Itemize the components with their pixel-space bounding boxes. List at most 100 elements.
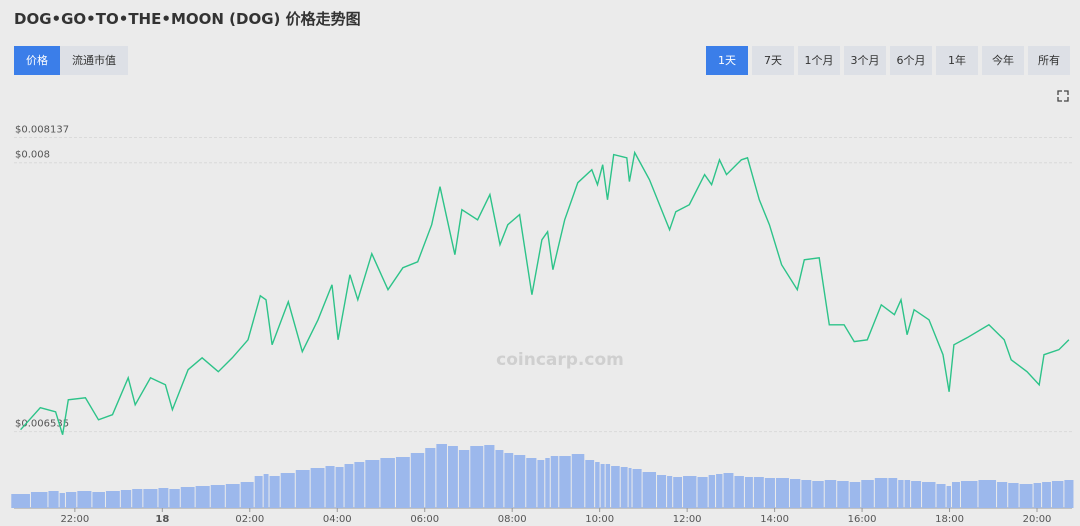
- range-group: 1天 7天 1个月 3个月 6个月 1年 今年 所有: [706, 46, 1074, 75]
- volume-bar: [335, 467, 344, 508]
- volume-bar: [600, 464, 605, 508]
- volume-bar: [470, 446, 484, 508]
- volume-bar: [683, 476, 697, 508]
- x-tick-label: 20:00: [1023, 514, 1052, 525]
- volume-bar: [936, 484, 946, 508]
- volume-bar: [775, 478, 789, 508]
- volume-bar: [697, 477, 708, 508]
- volume-bar: [65, 492, 77, 508]
- volume-bar: [395, 457, 410, 508]
- x-tick-label: 16:00: [848, 514, 877, 525]
- volume-bar: [365, 460, 380, 508]
- fullscreen-icon[interactable]: [1057, 90, 1069, 102]
- volume-bar: [550, 456, 559, 508]
- volume-bar: [734, 476, 744, 508]
- volume-bar: [48, 491, 59, 508]
- volume-bar: [611, 466, 620, 508]
- volume-bar: [180, 487, 195, 508]
- volume-bar: [158, 488, 169, 508]
- volume-bar: [1064, 480, 1074, 508]
- watermark: coincarp.com: [496, 350, 624, 370]
- y-tick-label: $0.008137: [15, 125, 69, 136]
- volume-bar: [708, 475, 716, 508]
- volume-bar: [447, 446, 458, 508]
- volume-bar: [380, 458, 395, 508]
- volume-bar: [978, 480, 997, 508]
- volume-bar: [673, 477, 683, 508]
- volume-bar: [169, 489, 180, 508]
- tab-button[interactable]: 今年: [982, 46, 1024, 75]
- volume-bar: [632, 469, 642, 508]
- volume-bar: [344, 464, 354, 508]
- tab-button[interactable]: 3个月: [844, 46, 886, 75]
- volume-bar: [764, 478, 775, 508]
- tab-button[interactable]: 1年: [936, 46, 978, 75]
- volume-bar: [269, 476, 280, 508]
- volume-bar: [410, 453, 425, 508]
- x-tick-label: 12:00: [673, 514, 702, 525]
- tab-button[interactable]: 流通市值: [60, 46, 128, 75]
- volume-bar: [753, 477, 764, 508]
- volume-bar: [495, 450, 504, 508]
- x-tick-label: 02:00: [235, 514, 264, 525]
- x-tick-label: 14:00: [760, 514, 789, 525]
- volume-bar: [263, 474, 269, 508]
- volume-bar: [874, 478, 888, 508]
- volume-bar: [254, 476, 263, 508]
- volume-bar: [595, 462, 600, 508]
- volume-bar: [545, 458, 550, 508]
- volume-bar: [801, 480, 812, 508]
- y-tick-label: $0.006535: [15, 419, 69, 430]
- volume-bar: [504, 453, 514, 508]
- volume-bar: [911, 481, 922, 508]
- tab-group: 价格 流通市值: [14, 46, 128, 75]
- tab-button[interactable]: 7天: [752, 46, 794, 75]
- title: DOG•GO•TO•THE•MOON (DOG) 价格走势图: [14, 10, 361, 28]
- price-line: [20, 150, 1070, 435]
- volume-bar: [11, 494, 30, 508]
- volume-bar: [295, 470, 310, 508]
- volume-bar: [325, 466, 335, 508]
- y-tick-label: $0.008: [15, 150, 50, 161]
- volume-bar: [1051, 481, 1064, 508]
- volume-bar: [526, 458, 537, 508]
- volume-bar: [105, 491, 120, 508]
- volume-bar: [904, 480, 911, 508]
- tab-button[interactable]: 1天: [706, 46, 748, 75]
- volume-bar: [952, 482, 960, 508]
- volume-bar: [559, 456, 571, 508]
- volume-bar: [744, 477, 753, 508]
- volume-bar: [861, 480, 874, 508]
- x-tick-label: 06:00: [410, 514, 439, 525]
- x-tick-label: 22:00: [60, 514, 89, 525]
- volume-bar: [458, 450, 470, 508]
- volume-bar: [280, 473, 295, 508]
- volume-bar: [642, 472, 657, 508]
- x-tick-label: 18:00: [935, 514, 964, 525]
- tab-button[interactable]: 1个月: [798, 46, 840, 75]
- x-tick-label: 18: [155, 514, 169, 525]
- volume-bar: [620, 467, 628, 508]
- volume-bar: [571, 454, 585, 508]
- volume-bar: [824, 480, 837, 508]
- volume-bar: [240, 482, 254, 508]
- volume-bar: [195, 486, 210, 508]
- volume-bar: [1019, 484, 1033, 508]
- volume-bar: [225, 484, 240, 508]
- volume-bar: [837, 481, 849, 508]
- volume-bar: [59, 493, 65, 508]
- x-tick-label: 10:00: [585, 514, 614, 525]
- volume-bar: [605, 464, 611, 508]
- volume-bar: [812, 481, 824, 508]
- tab-button[interactable]: 所有: [1028, 46, 1070, 75]
- volume-bar: [436, 444, 447, 508]
- volume-bar: [723, 473, 734, 508]
- tab-button[interactable]: 价格: [14, 46, 60, 75]
- volume-bar: [922, 482, 936, 508]
- volume-bar: [1033, 483, 1042, 508]
- tab-button[interactable]: 6个月: [890, 46, 932, 75]
- volume-bar: [30, 492, 48, 508]
- volume-bar: [514, 455, 526, 508]
